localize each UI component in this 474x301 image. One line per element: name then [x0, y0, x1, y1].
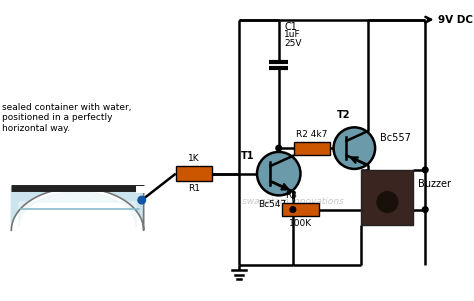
Bar	[294, 141, 330, 155]
Text: 25V: 25V	[284, 39, 302, 48]
Text: C1: C1	[284, 21, 297, 32]
Text: T2: T2	[337, 110, 351, 120]
Text: R2 4k7: R2 4k7	[296, 130, 328, 139]
Text: 1uF: 1uF	[284, 30, 301, 39]
Circle shape	[334, 127, 375, 169]
Circle shape	[138, 196, 146, 204]
Text: swagatam innovations: swagatam innovations	[242, 197, 344, 206]
Text: Buzzer: Buzzer	[418, 178, 451, 188]
Polygon shape	[11, 188, 144, 230]
Text: T1: T1	[241, 151, 254, 161]
Text: Bc557: Bc557	[380, 133, 411, 143]
Text: 9V DC: 9V DC	[438, 15, 474, 25]
Bar	[176, 166, 212, 181]
Circle shape	[290, 207, 296, 213]
Circle shape	[377, 192, 398, 213]
Text: 100K: 100K	[289, 219, 312, 228]
Bar	[362, 170, 413, 225]
Circle shape	[422, 207, 428, 213]
Text: R1: R1	[188, 184, 200, 193]
Bar	[282, 203, 319, 216]
Text: sealed container with water,
positioned in a perfectly
horizontal way.: sealed container with water, positioned …	[2, 103, 131, 132]
Text: Bc547: Bc547	[258, 200, 286, 209]
Text: 1K: 1K	[188, 154, 200, 163]
Polygon shape	[19, 192, 136, 227]
Circle shape	[257, 152, 301, 195]
Circle shape	[422, 167, 428, 173]
Text: R3: R3	[285, 191, 297, 200]
Circle shape	[276, 145, 282, 151]
